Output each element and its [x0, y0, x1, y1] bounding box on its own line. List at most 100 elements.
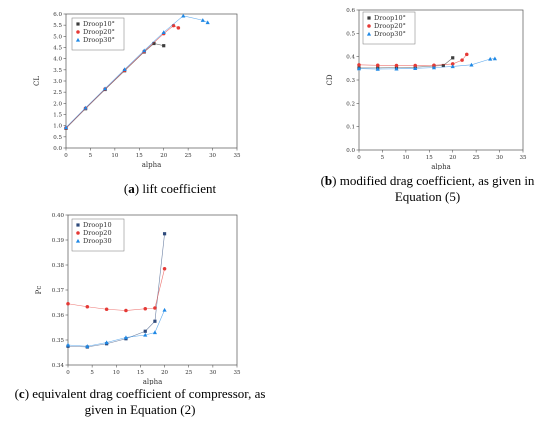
x-tick-label: 35 [234, 370, 241, 376]
legend-box [362, 11, 416, 45]
x-tick-label: 10 [402, 155, 409, 161]
y-tick-label: 0.5 [346, 31, 355, 37]
data-point [451, 56, 455, 60]
y-tick-label: 4.5 [53, 46, 62, 52]
x-tick-label: 30 [496, 155, 503, 161]
x-tick-label: 25 [185, 370, 192, 376]
legend-label: Droop30 [83, 237, 112, 245]
data-point [162, 232, 167, 236]
caption-b: (b) modified drag coefficient, as given … [320, 173, 535, 204]
data-point [488, 56, 493, 61]
y-tick-label: 0.0 [346, 148, 355, 154]
data-point [460, 58, 464, 62]
data-point [465, 52, 469, 57]
x-tick-label: 25 [185, 153, 192, 159]
x-tick-label: 35 [520, 155, 527, 161]
data-point [162, 44, 166, 48]
legend-marker [75, 37, 81, 42]
data-point [441, 63, 445, 68]
data-point [104, 340, 109, 345]
data-point [161, 30, 166, 34]
y-tick-label: 0.5 [53, 135, 62, 141]
data-point [469, 62, 474, 67]
chart-panel-a: 0 5 10 15 20 25 30 35 0.0 0.5 1.0 1.5 2.0 2.5 3.0 3.5 4.… [0, 0, 275, 200]
y-tick-label: 3.5 [53, 68, 62, 74]
x-tick-label: 30 [209, 370, 216, 376]
data-point [103, 86, 108, 91]
y-tick-label: 0.1 [346, 125, 355, 131]
x-tick-label: 10 [113, 370, 120, 376]
y-tick-label: 0.3 [346, 78, 355, 84]
data-point [162, 266, 167, 271]
data-point [65, 342, 71, 347]
legend-marker [367, 16, 371, 20]
series-line [67, 268, 165, 311]
data-point [413, 63, 417, 68]
chart-panel-b: 0 5 10 15 20 25 30 35 0.0 0.1 0.2 0.3 0.4 0.5 0.6 alpha… [305, 0, 550, 200]
data-point [152, 330, 157, 335]
y-tick-label: 0.4 [346, 55, 355, 61]
legend-marker [367, 24, 371, 28]
x-tick-label: 35 [234, 153, 241, 159]
data-point [162, 307, 167, 312]
data-point [375, 66, 380, 71]
data-point [413, 66, 418, 70]
y-axis-label: Pc [35, 286, 43, 295]
data-point [394, 63, 399, 68]
y-tick-label: 1.5 [53, 113, 62, 119]
series-2 [357, 52, 469, 68]
y-tick-label: 0.0 [53, 146, 62, 152]
caption-a-text: lift coefficient [139, 181, 217, 196]
x-tick-label: 20 [449, 155, 456, 161]
legend-marker [76, 231, 80, 235]
x-tick-label: 5 [90, 370, 94, 376]
caption-a-letter: a [128, 181, 135, 196]
caption-c-text: equivalent drag coefficient of compresso… [29, 386, 266, 417]
series-line [358, 58, 495, 70]
legend-marker [76, 22, 80, 26]
series-line [67, 309, 165, 347]
data-point [123, 335, 129, 340]
data-point [375, 63, 380, 68]
series-3 [356, 56, 497, 71]
data-point [83, 105, 88, 110]
data-point [394, 66, 399, 71]
data-point [492, 56, 497, 61]
y-tick-label: 1.0 [53, 124, 62, 130]
data-point [63, 125, 69, 130]
data-point [143, 306, 148, 311]
data-point [104, 307, 109, 312]
y-axis-label: CL [33, 76, 41, 86]
data-point [85, 344, 90, 348]
legend-box [71, 218, 125, 252]
data-point [122, 67, 127, 72]
data-point [143, 329, 147, 333]
data-point [152, 41, 156, 46]
y-tick-label: 0.34 [52, 363, 65, 369]
y-tick-label: 5.5 [53, 23, 62, 29]
data-point [450, 64, 455, 69]
x-tick-label: 0 [64, 153, 68, 159]
x-tick-label: 15 [137, 370, 144, 376]
y-tick-label: 0.37 [52, 288, 65, 294]
x-tick-label: 5 [89, 153, 93, 159]
data-point [124, 308, 128, 313]
y-tick-label: 0.39 [52, 238, 65, 244]
data-point [153, 319, 157, 323]
data-point [153, 306, 157, 310]
legend-box [71, 17, 125, 51]
x-tick-label: 20 [161, 370, 168, 376]
y-tick-label: 2.5 [53, 90, 62, 96]
data-point [432, 63, 436, 68]
y-tick-label: 4.0 [53, 57, 62, 63]
series-line [65, 25, 179, 129]
legend-label: Droop30° [83, 36, 115, 44]
y-tick-label: 0.40 [52, 213, 65, 219]
chart-panel-c: 0 5 10 15 20 25 30 35 0.34 0.35 0.36 0.37 0.38 0.39 0.… [0, 205, 275, 386]
series-1 [64, 41, 166, 130]
series-line [359, 57, 453, 69]
data-point [143, 332, 148, 337]
compressor-drag-chart: 0 5 10 15 20 25 30 35 0.34 0.35 0.36 0.37 0.38 0.39 0.… [35, 213, 241, 386]
x-tick-label: 0 [66, 370, 70, 376]
caption-c-letter: c [18, 386, 25, 401]
